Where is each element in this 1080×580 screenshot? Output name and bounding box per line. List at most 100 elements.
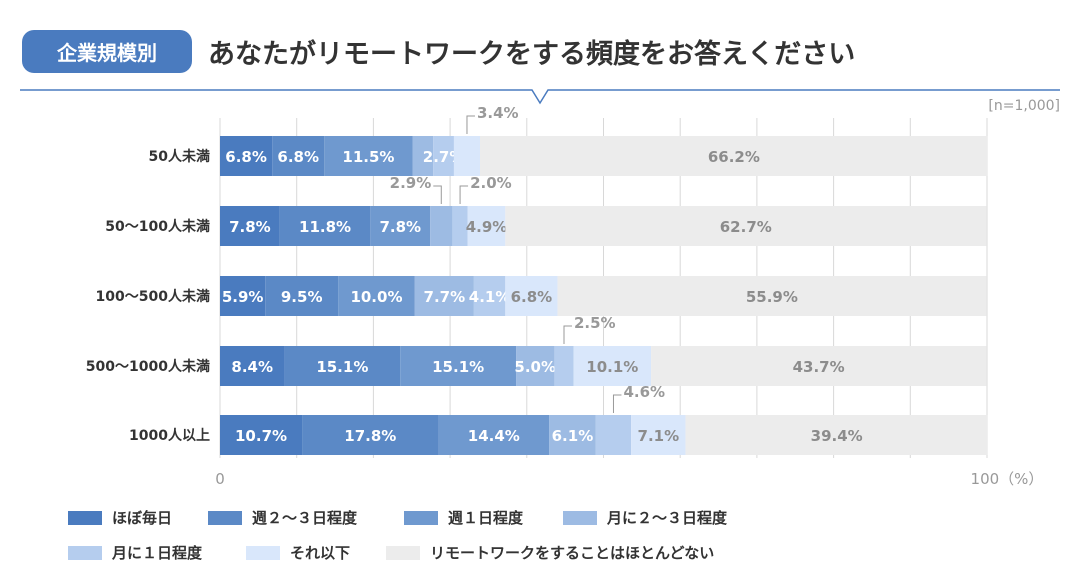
legend-label: ほぼ毎日 bbox=[112, 509, 173, 527]
data-label: 62.7% bbox=[720, 218, 772, 236]
bar-segment bbox=[453, 136, 481, 176]
legend-swatch bbox=[68, 510, 102, 525]
data-label: 10.0% bbox=[350, 288, 402, 306]
bar-segment bbox=[338, 276, 415, 316]
bar-segment bbox=[452, 206, 468, 246]
data-label: 11.5% bbox=[342, 148, 394, 166]
bar-segment bbox=[284, 346, 401, 386]
legend-item: それ以下 bbox=[246, 542, 350, 563]
data-label: 15.1% bbox=[316, 358, 368, 376]
legend-item: リモートワークをすることはほとんどない bbox=[386, 542, 714, 563]
data-label: 17.8% bbox=[344, 427, 396, 445]
bar-segment bbox=[549, 415, 596, 455]
data-label: 2.0% bbox=[470, 174, 512, 192]
bar-segment bbox=[651, 346, 987, 386]
data-label: 9.5% bbox=[281, 288, 323, 306]
data-label: 39.4% bbox=[811, 427, 863, 445]
legend-swatch bbox=[246, 545, 280, 560]
legend-item: ほぼ毎日 bbox=[68, 507, 172, 528]
legend-swatch bbox=[563, 510, 597, 525]
callout-leader bbox=[612, 394, 622, 413]
data-label: 7.8% bbox=[379, 218, 421, 236]
callout-leader bbox=[466, 115, 475, 134]
data-label: 2.9% bbox=[390, 174, 432, 192]
bar-segment bbox=[685, 415, 988, 455]
bar-segment bbox=[414, 276, 474, 316]
data-label: 2.5% bbox=[574, 314, 616, 332]
data-label: 5.9% bbox=[222, 288, 264, 306]
callout-leader bbox=[563, 325, 572, 344]
data-label: 66.2% bbox=[708, 148, 760, 166]
bar-segment bbox=[557, 276, 987, 316]
bar-segment bbox=[220, 346, 285, 386]
data-label: 7.7% bbox=[424, 288, 466, 306]
legend-label: 週２〜３日程度 bbox=[252, 509, 358, 527]
bar-segment bbox=[516, 346, 555, 386]
legend-item: 週２〜３日程度 bbox=[208, 507, 357, 528]
data-label: 11.8% bbox=[299, 218, 351, 236]
legend-swatch bbox=[208, 510, 242, 525]
bar-segment bbox=[505, 206, 987, 246]
category-label: 50〜100人未満 bbox=[105, 218, 210, 235]
bar-segment bbox=[400, 346, 517, 386]
bar-segment bbox=[220, 206, 280, 246]
data-label: 43.7% bbox=[793, 358, 845, 376]
legend-item: 月に１日程度 bbox=[68, 542, 202, 563]
data-label: 6.1% bbox=[552, 427, 594, 445]
segment-badge: 企業規模別 bbox=[22, 30, 192, 73]
legend-swatch bbox=[386, 545, 420, 560]
bar-segment bbox=[302, 415, 439, 455]
data-label: 14.4% bbox=[468, 427, 520, 445]
bar-segment bbox=[220, 276, 266, 316]
header-divider bbox=[20, 89, 1060, 105]
bar-segment bbox=[272, 136, 325, 176]
data-label: 7.1% bbox=[638, 427, 680, 445]
sample-size-note: [n=1,000] bbox=[988, 98, 1060, 114]
bar-segment bbox=[473, 276, 506, 316]
category-label: 500〜1000人未満 bbox=[86, 358, 210, 375]
data-label: 8.4% bbox=[231, 358, 273, 376]
category-label: 1000人以上 bbox=[129, 427, 210, 444]
bar-segment bbox=[220, 136, 273, 176]
callout-leader bbox=[459, 185, 469, 204]
bar-segment bbox=[467, 206, 506, 246]
legend-label: リモートワークをすることはほとんどない bbox=[430, 544, 715, 562]
data-label: 5.0% bbox=[514, 358, 556, 376]
data-label: 6.8% bbox=[277, 148, 319, 166]
data-label: 4.9% bbox=[466, 218, 508, 236]
bar-segment bbox=[220, 415, 303, 455]
data-label: 4.6% bbox=[623, 383, 665, 401]
data-label: 15.1% bbox=[432, 358, 484, 376]
data-label: 4.1% bbox=[469, 288, 511, 306]
bar-segment bbox=[412, 136, 434, 176]
legend-swatch bbox=[68, 545, 102, 560]
data-label: 6.8% bbox=[511, 288, 553, 306]
bar-segment bbox=[554, 346, 574, 386]
legend-label: 月に１日程度 bbox=[112, 544, 203, 562]
legend-label: 週１日程度 bbox=[448, 509, 524, 527]
x-tick-label: 100（%） bbox=[971, 470, 1044, 488]
data-label: 7.8% bbox=[229, 218, 271, 236]
category-label: 100〜500人未満 bbox=[96, 288, 210, 305]
data-label: 6.8% bbox=[225, 148, 267, 166]
data-label: 55.9% bbox=[746, 288, 798, 306]
legend-label: 月に２〜３日程度 bbox=[607, 509, 728, 527]
data-label: 3.4% bbox=[477, 104, 519, 122]
bar-segment bbox=[433, 136, 454, 176]
bar-segment bbox=[573, 346, 652, 386]
category-label: 50人未満 bbox=[149, 148, 210, 165]
data-label: 10.1% bbox=[586, 358, 638, 376]
bar-segment bbox=[595, 415, 632, 455]
bar-segment bbox=[480, 136, 988, 176]
bar-segment bbox=[430, 206, 453, 246]
bar-segment bbox=[370, 206, 431, 246]
bar-segment bbox=[438, 415, 550, 455]
legend-swatch bbox=[404, 510, 438, 525]
legend-label: それ以下 bbox=[290, 544, 351, 562]
page-title: あなたがリモートワークをする頻度をお答えください bbox=[208, 39, 856, 70]
data-label: 10.7% bbox=[235, 427, 287, 445]
bar-segment bbox=[279, 206, 371, 246]
bar-segment bbox=[505, 276, 558, 316]
x-tick-label: 0 bbox=[215, 470, 225, 488]
